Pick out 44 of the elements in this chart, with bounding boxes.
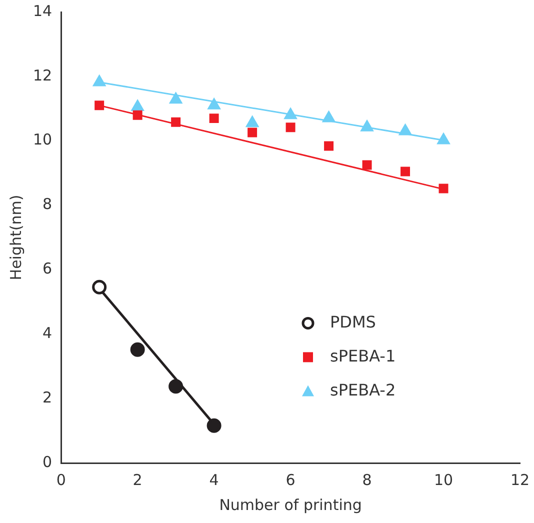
- point: [209, 114, 219, 124]
- point: [246, 116, 259, 128]
- point: [131, 100, 144, 112]
- point: [94, 100, 104, 110]
- point: [400, 166, 410, 176]
- point: [132, 110, 142, 120]
- x-tick-label: 6: [286, 470, 296, 489]
- x-tick-label: 0: [56, 470, 66, 489]
- x-tick-label: 12: [510, 470, 530, 489]
- x-tick-label: 2: [132, 470, 142, 489]
- point: [362, 160, 372, 170]
- y-tick-label: 10: [32, 130, 52, 149]
- point: [438, 184, 448, 194]
- legend-label: sPEBA-1: [330, 346, 396, 366]
- point: [206, 418, 222, 433]
- y-tick-label: 0: [42, 452, 52, 471]
- y-tick-label: 14: [32, 2, 52, 20]
- point: [130, 342, 145, 357]
- point: [171, 117, 181, 127]
- legend-label: sPEBA-2: [330, 380, 396, 400]
- point: [360, 120, 374, 132]
- legend-label: PDMS: [330, 312, 376, 332]
- x-tick-label: 4: [209, 470, 219, 489]
- x-tick-label: 8: [362, 470, 372, 489]
- point: [168, 379, 184, 394]
- y-tick-label: 2: [42, 388, 52, 406]
- point: [207, 98, 221, 110]
- point: [322, 110, 336, 122]
- y-axis-title: Height(nm): [6, 194, 25, 280]
- y-tick-label: 8: [42, 195, 52, 214]
- point: [324, 141, 334, 151]
- y-tick-label: 4: [42, 324, 52, 342]
- point: [92, 74, 106, 86]
- point: [398, 124, 412, 136]
- y-tick-label: 12: [32, 66, 52, 84]
- point: [92, 280, 107, 294]
- point: [284, 108, 298, 120]
- x-axis-title: Number of printing: [219, 496, 362, 514]
- point: [286, 122, 296, 132]
- x-tick-label: 10: [434, 470, 454, 489]
- y-tick-label: 6: [42, 260, 52, 278]
- point: [169, 92, 182, 104]
- point: [436, 132, 450, 144]
- point: [248, 128, 258, 138]
